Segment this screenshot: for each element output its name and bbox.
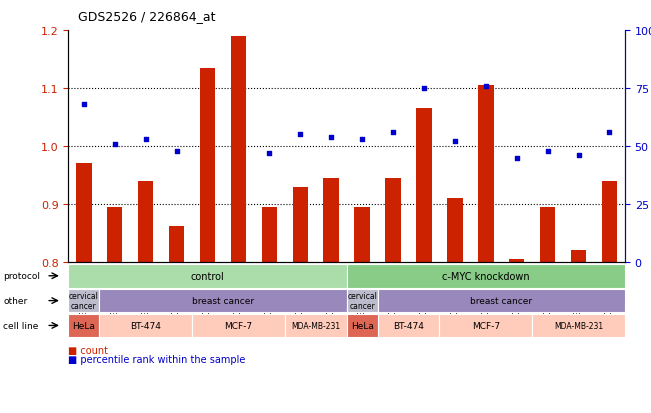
Text: HeLa: HeLa: [72, 321, 95, 330]
Text: MDA-MB-231: MDA-MB-231: [554, 321, 603, 330]
Point: [171, 148, 182, 154]
Bar: [509, 259, 525, 262]
Text: cervical
cancer: cervical cancer: [69, 291, 99, 311]
Bar: [262, 207, 277, 262]
Bar: [200, 69, 215, 262]
Bar: [354, 207, 370, 262]
Bar: [138, 181, 154, 262]
Point: [357, 136, 367, 143]
Point: [79, 102, 89, 108]
Text: ■ percentile rank within the sample: ■ percentile rank within the sample: [68, 354, 245, 364]
Point: [202, 5, 213, 11]
Point: [450, 139, 460, 145]
Bar: [385, 178, 401, 262]
Bar: [292, 187, 308, 262]
Bar: [230, 37, 246, 262]
Point: [141, 136, 151, 143]
Text: MCF-7: MCF-7: [472, 321, 500, 330]
Text: breast cancer: breast cancer: [192, 297, 254, 305]
Text: HeLa: HeLa: [351, 321, 374, 330]
Point: [512, 155, 522, 161]
Point: [419, 85, 429, 92]
Bar: [540, 207, 555, 262]
Bar: [416, 109, 432, 262]
Point: [264, 150, 275, 157]
Text: MDA-MB-231: MDA-MB-231: [291, 321, 340, 330]
Text: GDS2526 / 226864_at: GDS2526 / 226864_at: [78, 10, 215, 23]
Text: BT-474: BT-474: [130, 321, 161, 330]
Text: cell line: cell line: [3, 321, 38, 330]
Bar: [602, 181, 617, 262]
Point: [326, 134, 337, 141]
Text: BT-474: BT-474: [393, 321, 424, 330]
Text: protocol: protocol: [3, 272, 40, 280]
Text: cervical
cancer: cervical cancer: [347, 291, 377, 311]
Bar: [571, 251, 587, 262]
Point: [480, 83, 491, 90]
Bar: [324, 178, 339, 262]
Text: MCF-7: MCF-7: [225, 321, 253, 330]
Point: [109, 141, 120, 147]
Point: [295, 132, 305, 138]
Bar: [169, 226, 184, 262]
Bar: [76, 164, 92, 262]
Bar: [478, 86, 493, 262]
Bar: [447, 199, 463, 262]
Point: [233, 5, 243, 11]
Point: [574, 152, 584, 159]
Point: [388, 129, 398, 136]
Text: breast cancer: breast cancer: [470, 297, 533, 305]
Point: [604, 129, 615, 136]
Text: control: control: [191, 271, 225, 281]
Text: other: other: [3, 297, 27, 305]
Text: ■ count: ■ count: [68, 345, 108, 355]
Text: c-MYC knockdown: c-MYC knockdown: [442, 271, 530, 281]
Bar: [107, 207, 122, 262]
Point: [542, 148, 553, 154]
